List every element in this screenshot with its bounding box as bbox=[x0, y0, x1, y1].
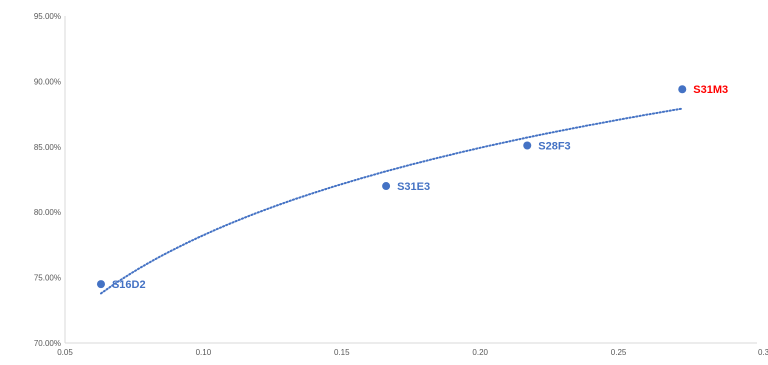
y-tick-label: 95.00% bbox=[34, 12, 61, 21]
x-tick-label: 0.20 bbox=[472, 348, 488, 357]
y-tick-label: 80.00% bbox=[34, 208, 61, 217]
data-label: S31E3 bbox=[397, 181, 430, 193]
data-label: S16D2 bbox=[112, 279, 146, 291]
y-tick-label: 70.00% bbox=[34, 339, 61, 348]
chart-axes: 70.00% 75.00% 80.00% 85.00% 90.00% 95.00% 0.05… bbox=[34, 12, 768, 357]
x-tick-label: 0.15 bbox=[334, 348, 350, 357]
x-tick-label: 0.10 bbox=[196, 348, 212, 357]
data-point bbox=[523, 141, 532, 150]
data-point bbox=[96, 280, 105, 289]
y-tick-label: 90.00% bbox=[34, 77, 61, 86]
x-tick-label: 0.05 bbox=[57, 348, 73, 357]
trendline bbox=[100, 107, 684, 295]
trendline-group bbox=[100, 107, 684, 295]
data-point bbox=[382, 182, 391, 191]
data-label: S31M3 bbox=[693, 84, 728, 96]
data-points-group: S16D2 S31E3 S28F3 S31M3 bbox=[96, 84, 728, 291]
x-tick-label: 0.25 bbox=[611, 348, 627, 357]
x-tick-label: 0.3 bbox=[758, 348, 768, 357]
data-point bbox=[678, 85, 687, 94]
y-tick-label: 75.00% bbox=[34, 274, 61, 283]
data-label: S28F3 bbox=[538, 140, 570, 152]
y-tick-label: 85.00% bbox=[34, 143, 61, 152]
